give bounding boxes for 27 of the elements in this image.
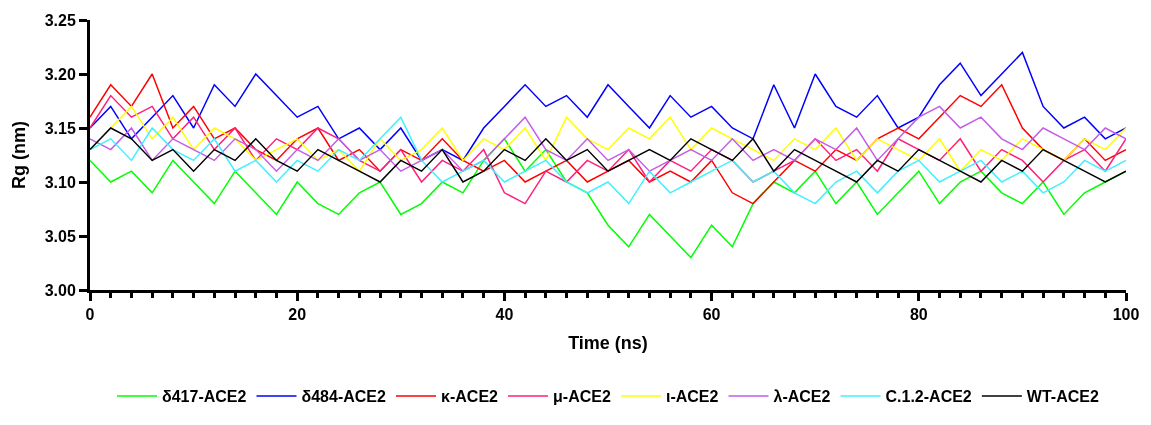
line-series: [90, 116, 1126, 205]
y-tick-label: 3.25: [44, 11, 76, 29]
y-tick-label: 3.15: [44, 119, 76, 137]
y-tick-label: 3.05: [44, 227, 76, 245]
legend-label: WT-ACE2: [1026, 388, 1099, 406]
legend-label: C.1.2-ACE2: [885, 388, 972, 406]
line-series: [90, 94, 1126, 205]
y-tick-label: 3.20: [44, 65, 76, 83]
x-tick-label: 80: [909, 306, 928, 324]
x-tick-label: 40: [495, 306, 514, 324]
x-tick-label: 60: [702, 306, 721, 324]
legend-label: κ-ACE2: [441, 388, 499, 406]
line-series: [90, 105, 1126, 172]
x-tick-label: 0: [85, 306, 95, 324]
legend-label: λ-ACE2: [773, 388, 831, 406]
x-tick-label: 100: [1112, 306, 1140, 324]
legend-label: δ417-ACE2: [162, 388, 247, 406]
y-tick-label: 3.00: [44, 281, 76, 299]
legend-label: ι-ACE2: [665, 388, 719, 406]
x-axis-title: Time (ns): [568, 333, 648, 354]
legend-label: δ484-ACE2: [301, 388, 387, 406]
x-tick-label: 20: [288, 306, 307, 324]
line-series: [90, 73, 1126, 205]
y-tick-label: 3.10: [44, 173, 76, 191]
y-axis-title: Rg (nm): [8, 121, 29, 189]
line-series: [90, 51, 1126, 162]
legend-label: μ-ACE2: [553, 388, 611, 406]
